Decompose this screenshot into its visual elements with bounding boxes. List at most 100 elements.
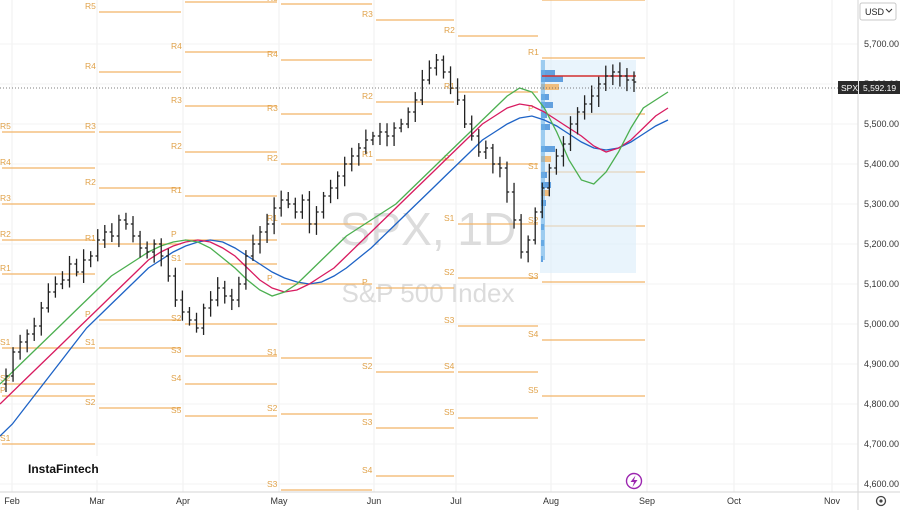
pivot-label: R5 <box>85 1 96 11</box>
ohlc-bar <box>60 271 65 290</box>
price-tick-label: 5,000.00 <box>864 319 899 329</box>
ohlc-bar <box>596 76 601 107</box>
pivot-label: P <box>528 103 534 113</box>
profile-bar <box>541 84 559 90</box>
ohlc-bar <box>3 368 9 393</box>
price-badge-label: 5,592.19 <box>863 83 896 93</box>
profile-bar <box>541 146 555 152</box>
pivot-label: P <box>85 309 91 319</box>
ohlc-bar <box>370 131 376 146</box>
pivot-label: R1 <box>0 263 11 273</box>
pivot-label: R2 <box>444 25 455 35</box>
ohlc-bar <box>406 107 411 129</box>
pivot-label: R1 <box>528 47 539 57</box>
pivot-label: P <box>362 277 368 287</box>
pivot-label: S5 <box>528 385 539 395</box>
lightning-icon[interactable] <box>625 472 643 490</box>
pivot-label: R3 <box>85 121 96 131</box>
price-tick-label: 5,400.00 <box>864 159 899 169</box>
currency-button-label: USD <box>865 7 885 17</box>
logo-text: InstaFintech <box>28 462 99 476</box>
pivot-label: S3 <box>444 315 455 325</box>
price-tick-label: 5,500.00 <box>864 119 899 129</box>
currency-button-frame[interactable] <box>859 2 897 21</box>
ohlc-bar <box>462 94 467 129</box>
ohlc-bar <box>547 163 552 197</box>
pivot-label: S1 <box>85 337 96 347</box>
time-axis[interactable]: Feb Mar Apr May Jun Jul Aug Sep Oct Nov <box>4 496 840 506</box>
ohlc-bar <box>88 251 93 268</box>
ohlc-bar <box>24 329 30 353</box>
pivot-label: R1 <box>267 213 278 223</box>
ohlc-bar <box>342 156 347 187</box>
watermark-name: S&P 500 Index <box>342 278 515 308</box>
ohlc-bar <box>208 291 213 317</box>
ohlc-bar <box>504 161 510 203</box>
pivot-label: S5 <box>444 407 455 417</box>
ohlc-bar <box>490 143 496 174</box>
pivot-label: S2 <box>171 313 182 323</box>
ohlc-bar <box>144 241 150 259</box>
ohlc-bar <box>575 107 580 135</box>
pivot-label: R4 <box>85 61 96 71</box>
ohlc-bar <box>483 140 489 159</box>
ohlc-bar <box>413 92 418 122</box>
ohlc-bar <box>391 122 397 146</box>
ma-green-line <box>0 87 669 385</box>
time-tick-label: Jul <box>450 496 462 506</box>
pivot-label: S1 <box>0 337 11 347</box>
ohlc-bar <box>229 288 234 311</box>
logo-background <box>22 456 98 480</box>
price-bars <box>3 53 637 393</box>
ohlc-bar <box>236 276 242 308</box>
ohlc-bar <box>554 148 559 175</box>
price-axis[interactable]: 5,700.005,600.005,500.005,400.005,300.00… <box>864 39 899 489</box>
ohlc-bar <box>617 62 623 87</box>
profile-bar <box>541 76 563 82</box>
ohlc-bar <box>398 118 404 133</box>
ohlc-bar <box>10 347 16 382</box>
ohlc-bar <box>32 317 37 341</box>
ohlc-bar <box>180 290 185 321</box>
ohlc-bar <box>420 69 425 106</box>
grid <box>0 0 858 492</box>
volume-profile-area <box>540 60 636 273</box>
ohlc-bar <box>568 116 573 152</box>
profile-bar <box>541 124 550 130</box>
pivot-label: R1 <box>362 149 373 159</box>
symbol-badge-label: SPX <box>841 83 858 93</box>
gear-hub <box>879 499 883 503</box>
time-tick-label: Aug <box>543 496 559 506</box>
time-tick-label: Oct <box>727 496 742 506</box>
ohlc-bar <box>81 249 86 283</box>
pivot-label: S2 <box>362 361 373 371</box>
ohlc-bar <box>151 239 157 263</box>
pivot-label: P <box>171 229 177 239</box>
ohlc-bar <box>589 85 594 113</box>
price-tick-label: 5,200.00 <box>864 239 899 249</box>
time-tick-label: Apr <box>176 496 190 506</box>
ohlc-bar <box>511 182 517 229</box>
pivot-label: R3 <box>362 9 373 19</box>
pivot-label: R4 <box>0 157 11 167</box>
ohlc-bar <box>384 123 390 147</box>
ohlc-bar <box>264 213 270 243</box>
ohlc-bar <box>201 303 206 335</box>
price-tick-label: 5,300.00 <box>864 199 899 209</box>
volume-profile-bars <box>541 60 563 262</box>
settings-gear-icon[interactable] <box>875 495 887 507</box>
pivot-label: S2 <box>267 403 278 413</box>
ohlc-bar <box>603 65 608 91</box>
price-tick-label: 4,900.00 <box>864 359 899 369</box>
currency-button[interactable]: USD <box>859 2 897 21</box>
ohlc-bar <box>518 214 524 259</box>
price-badge <box>859 81 900 94</box>
ohlc-bar <box>222 280 227 304</box>
ohlc-bar <box>17 334 23 360</box>
ohlc-bar <box>469 115 474 141</box>
ohlc-bar <box>561 136 566 167</box>
profile-bar <box>541 156 551 162</box>
ohlc-bar <box>173 267 178 307</box>
